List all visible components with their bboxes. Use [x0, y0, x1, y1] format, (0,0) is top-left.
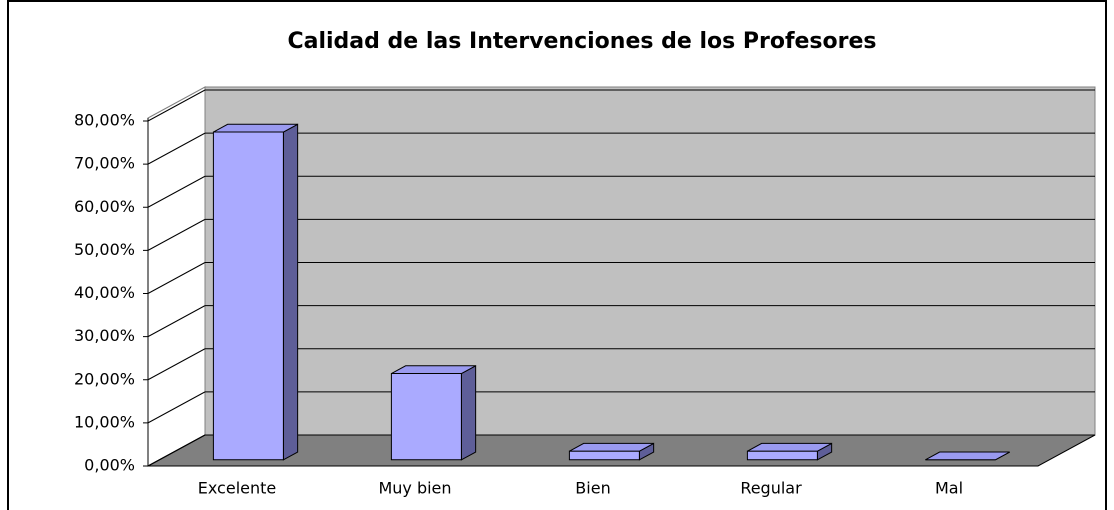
- bar-front: [568, 450, 640, 461]
- y-tick-label: 50,00%: [74, 240, 135, 259]
- bar-front: [746, 450, 818, 461]
- y-tick-label: 20,00%: [74, 369, 135, 388]
- x-tick-label: Mal: [935, 479, 963, 498]
- bar-top: [213, 123, 298, 133]
- bar-front: [390, 373, 462, 461]
- grid-line: [147, 391, 206, 424]
- grid-line: [147, 175, 206, 208]
- y-tick-label: 70,00%: [74, 154, 135, 173]
- y-tick-label: 10,00%: [74, 412, 135, 431]
- bar-side: [460, 364, 477, 461]
- grid-line: [147, 132, 206, 165]
- y-tick-label: 60,00%: [74, 197, 135, 216]
- y-tick-label: 40,00%: [74, 283, 135, 302]
- y-tick-label: 80,00%: [74, 111, 135, 130]
- y-tick-label: 0,00%: [84, 456, 135, 475]
- bar-top: [747, 442, 832, 452]
- x-tick-label: Regular: [740, 479, 802, 498]
- x-tick-label: Muy bien: [378, 479, 451, 498]
- x-tick-label: Bien: [575, 479, 610, 498]
- back-wall: [204, 86, 1096, 436]
- y-tick-label: 30,00%: [74, 326, 135, 345]
- grid-line: [147, 434, 206, 467]
- bar-front: [212, 131, 284, 461]
- x-tick-label: Excelente: [198, 479, 276, 498]
- chart-title: Calidad de las Intervenciones de los Pro…: [287, 29, 876, 54]
- grid-line: [147, 262, 206, 294]
- grid-line: [147, 218, 206, 251]
- left-wall: [147, 86, 206, 467]
- bar-top: [569, 442, 654, 452]
- grid-line: [147, 89, 206, 122]
- bar-top: [391, 365, 476, 375]
- bar-side: [282, 123, 299, 461]
- grid-line: [147, 305, 206, 338]
- bar-top: [925, 451, 1010, 461]
- grid-line: [147, 348, 206, 381]
